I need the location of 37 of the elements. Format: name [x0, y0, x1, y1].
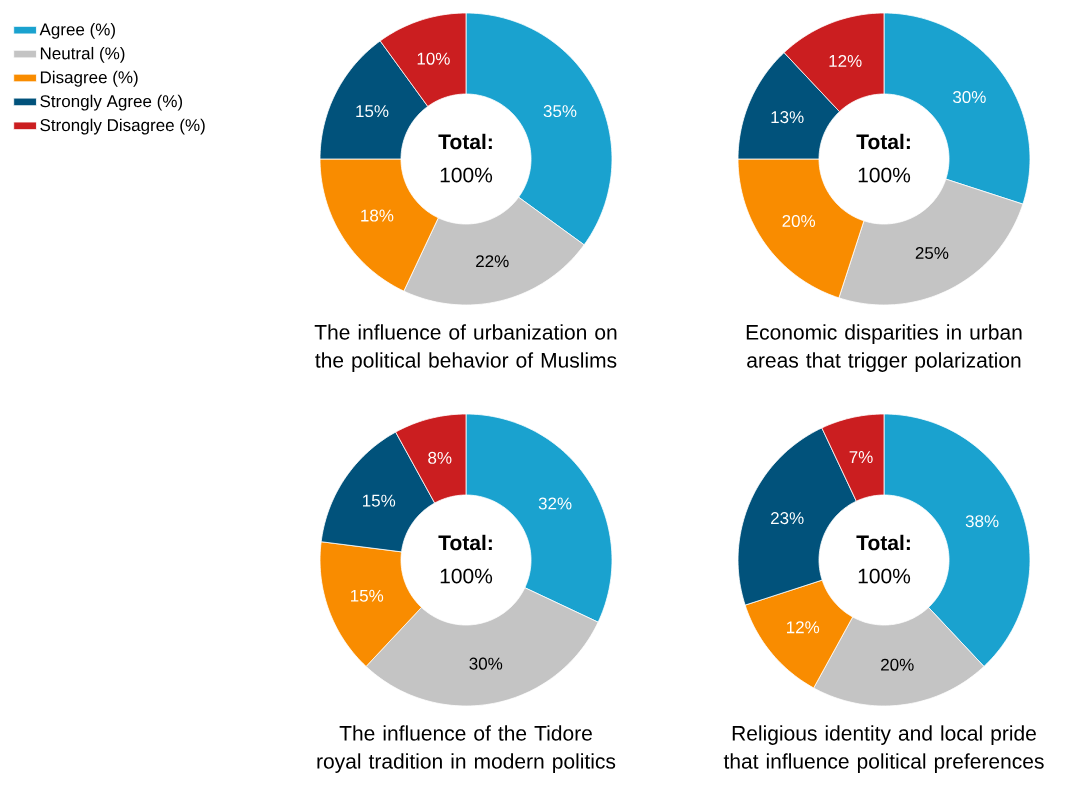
data-label: 8%	[428, 451, 452, 464]
text: Total:	[438, 534, 492, 551]
data-label: 20%	[782, 214, 816, 228]
legend-label: Agree (%)	[39, 22, 115, 39]
text: Total:	[856, 534, 910, 551]
data-label: 25%	[915, 246, 949, 260]
data-label: 32%	[538, 497, 572, 510]
data-label: 10%	[417, 52, 450, 65]
data-label: 30%	[469, 657, 503, 670]
text: The influence of urbanization on the political behavior of Muslims	[314, 324, 617, 372]
data-label: 12%	[829, 54, 862, 67]
data-label: 15%	[351, 589, 384, 602]
data-label: 20%	[881, 658, 914, 671]
text: 100%	[440, 568, 493, 584]
data-label: 15%	[363, 494, 396, 507]
legend-label: Disagree (%)	[40, 70, 138, 87]
text: 100%	[858, 167, 911, 183]
data-label: 35%	[543, 105, 577, 118]
text: Economic disparities in urban areas that trigger polarization	[746, 324, 1022, 372]
text: The influence of the Tidore royal tradition in modern politics	[317, 725, 616, 773]
data-label: 15%	[356, 105, 389, 118]
data-label: 18%	[361, 209, 394, 222]
text: 100%	[858, 568, 911, 584]
legend-label: Neutral (%)	[40, 46, 125, 63]
data-label: 38%	[965, 515, 999, 528]
text: Religious identity and local pride that influence political preferences	[723, 725, 1044, 773]
text: Total:	[438, 133, 492, 150]
data-label: 23%	[771, 512, 804, 525]
legend-label: Strongly Disagree (%)	[40, 118, 205, 135]
data-label: 7%	[849, 451, 873, 463]
data-label: 12%	[787, 621, 820, 634]
text: 100%	[440, 167, 493, 183]
text: Total:	[856, 133, 910, 150]
data-label: 30%	[953, 90, 986, 104]
legend-label: Strongly Agree (%)	[40, 94, 183, 111]
data-label: 13%	[771, 111, 804, 124]
data-label: 22%	[476, 255, 509, 268]
